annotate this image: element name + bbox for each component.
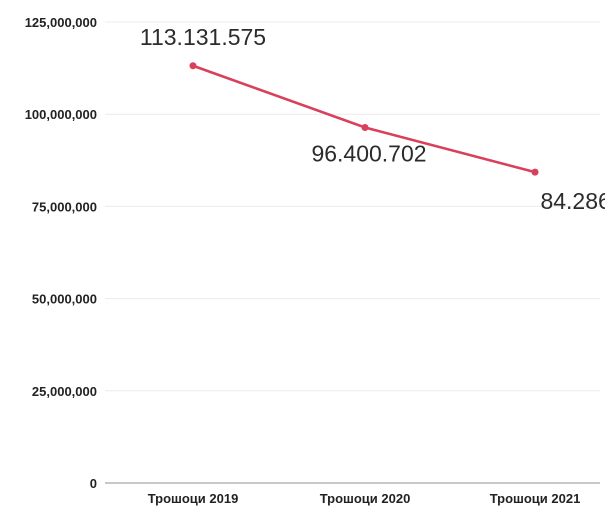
data-point xyxy=(189,62,197,70)
data-point xyxy=(361,123,369,131)
x-tick-label: Трошоци 2021 xyxy=(490,491,581,506)
data-label: 96.400.702 xyxy=(311,140,426,166)
y-tick-label: 25,000,000 xyxy=(32,384,97,399)
data-labels: 113.131.575 96.400.702 84.286.070 xyxy=(140,24,605,214)
y-tick-label: 0 xyxy=(90,476,97,491)
y-tick-label: 125,000,000 xyxy=(25,15,97,30)
series-line-group xyxy=(189,62,539,176)
y-tick-label: 100,000,000 xyxy=(25,107,97,122)
x-tick-label: Трошоци 2020 xyxy=(320,491,411,506)
data-point xyxy=(531,168,539,176)
y-axis-tick-labels: 0 25,000,000 50,000,000 75,000,000 100,000,0… xyxy=(25,15,97,491)
x-axis-tick-labels: Трошоци 2019 Трошоци 2020 Трошоци 2021 xyxy=(148,491,581,506)
y-tick-label: 75,000,000 xyxy=(32,199,97,214)
x-tick-label: Трошоци 2019 xyxy=(148,491,239,506)
y-tick-label: 50,000,000 xyxy=(32,292,97,307)
data-label: 113.131.575 xyxy=(140,24,266,50)
data-label: 84.286.070 xyxy=(540,188,605,214)
gridlines xyxy=(105,21,600,484)
